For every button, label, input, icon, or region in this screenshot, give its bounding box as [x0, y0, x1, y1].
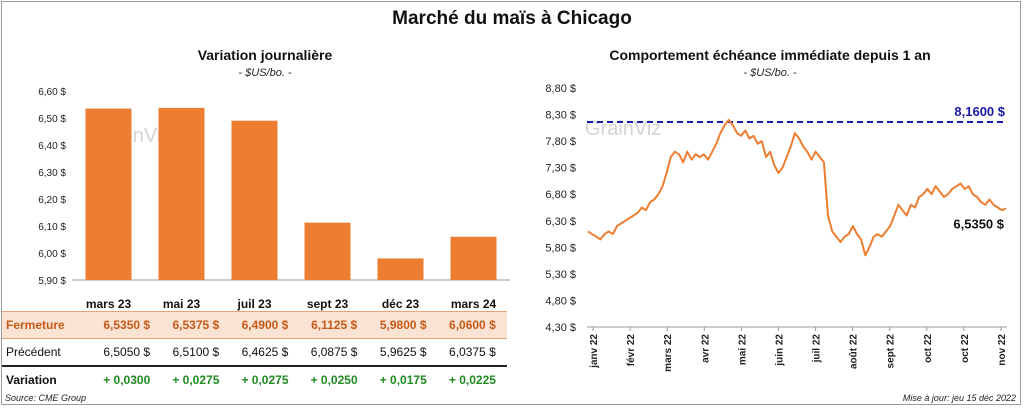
row-label-previous: Précédent — [2, 338, 93, 367]
y-tick-label: 6,20 $ — [38, 195, 66, 206]
close-value: 6,0600 $ — [437, 311, 507, 339]
y-tick-label: 5,80 $ — [545, 242, 576, 254]
close-value: 6,5375 $ — [161, 311, 231, 339]
y-tick-label: 4,30 $ — [545, 322, 576, 334]
y-tick-label: 5,90 $ — [38, 276, 66, 287]
x-tick-label: mars 24 — [451, 297, 497, 311]
variation-value: + 0,0175 — [379, 373, 427, 387]
x-tick-label: oct 22 — [923, 334, 934, 363]
x-tick-label: oct 22 — [960, 334, 971, 363]
close-value: 5,9800 $ — [368, 311, 438, 339]
table-row-previous: Précédent 6,5050 $ 6,5100 $ 6,4625 $ 6,0… — [2, 338, 507, 367]
y-tick-label: 6,00 $ — [38, 249, 66, 260]
y-tick-label: 7,80 $ — [545, 136, 576, 148]
x-tick-label: août 22 — [849, 334, 860, 369]
source-note: Source: CME Group — [5, 393, 87, 403]
x-tick-label: juin 22 — [774, 334, 785, 367]
bar — [450, 236, 497, 280]
variation-value: + 0,0275 — [241, 373, 289, 387]
table-row-variation: Variation + 0,0300 + 0,0275 + 0,0275 + 0… — [2, 366, 507, 393]
previous-value: 6,5050 $ — [92, 338, 162, 367]
y-tick-label: 6,80 $ — [545, 189, 576, 201]
close-value: 6,4900 $ — [230, 311, 300, 339]
watermark: GrainViz — [585, 118, 661, 140]
y-tick-label: 6,60 $ — [38, 87, 66, 98]
variation-value: + 0,0300 — [103, 373, 151, 387]
row-label-variation: Variation — [6, 373, 57, 387]
x-tick-label: févr 22 — [626, 334, 637, 367]
x-tick-label: sept 23 — [307, 297, 349, 311]
y-tick-label: 4,80 $ — [545, 295, 576, 307]
bar — [85, 108, 132, 280]
x-tick-label: mai 23 — [163, 297, 201, 311]
close-value: 6,5350 $ — [92, 311, 162, 339]
close-value: 6,1125 $ — [299, 311, 369, 339]
x-tick-label: mai 22 — [737, 334, 748, 366]
x-tick-label: janv 22 — [589, 334, 600, 369]
previous-value: 6,0875 $ — [299, 338, 369, 367]
y-tick-label: 6,30 $ — [545, 216, 576, 228]
variation-value: + 0,0275 — [172, 373, 220, 387]
right-chart-subtitle: Comportement échéance immédiate depuis 1… — [609, 47, 931, 63]
y-tick-label: 6,40 $ — [38, 141, 66, 152]
previous-value: 6,5100 $ — [161, 338, 231, 367]
price-table: Fermeture 6,5350 $ 6,5375 $ 6,4900 $ 6,1… — [2, 311, 507, 393]
page-title: Marché du maïs à Chicago — [392, 8, 632, 29]
y-tick-label: 6,30 $ — [38, 168, 66, 179]
bar — [304, 222, 351, 280]
x-tick-label: sept 22 — [886, 334, 897, 369]
y-tick-label: 8,30 $ — [545, 110, 576, 122]
price-line — [587, 118, 1007, 257]
y-tick-label: 8,80 $ — [545, 83, 576, 95]
right-chart-unit: - $US/bo. - — [743, 67, 797, 79]
y-tick-label: 6,50 $ — [38, 114, 66, 125]
line-chart: GrainViz 4,30 $ 4,80 $ 5,30 $ 5,80 $ 6,30 $ 6,… — [545, 83, 1008, 372]
bar — [231, 120, 278, 280]
previous-value: 6,4625 $ — [230, 338, 300, 367]
y-tick-label: 6,10 $ — [38, 222, 66, 233]
y-tick-label: 7,30 $ — [545, 163, 576, 175]
left-chart-unit: - $US/bo. - — [238, 67, 292, 79]
x-tick-label: juil 22 — [812, 334, 823, 364]
previous-value: 5,9625 $ — [368, 338, 438, 367]
table-row-close: Fermeture 6,5350 $ 6,5375 $ 6,4900 $ 6,1… — [2, 311, 507, 339]
x-tick-label: juil 23 — [236, 297, 271, 311]
reference-label: 8,1600 $ — [954, 104, 1005, 119]
variation-value: + 0,0225 — [448, 373, 496, 387]
y-tick-label: 5,30 $ — [545, 269, 576, 281]
last-value-label: 6,5350 $ — [953, 217, 1004, 232]
update-note: Mise à jour: jeu 15 déc 2022 — [902, 393, 1016, 403]
x-tick-label: avr 22 — [700, 334, 711, 363]
left-chart-subtitle: Variation journalière — [197, 47, 333, 63]
bar — [377, 258, 424, 280]
row-label-close: Fermeture — [2, 311, 93, 339]
x-tick-label: mars 22 — [663, 334, 674, 372]
variation-value: + 0,0250 — [310, 373, 358, 387]
x-tick-label: déc 23 — [382, 297, 420, 311]
x-tick-label: mars 23 — [86, 297, 132, 311]
previous-value: 6,0375 $ — [437, 338, 507, 367]
x-tick-label: nov 22 — [997, 334, 1008, 366]
bar — [158, 107, 205, 280]
